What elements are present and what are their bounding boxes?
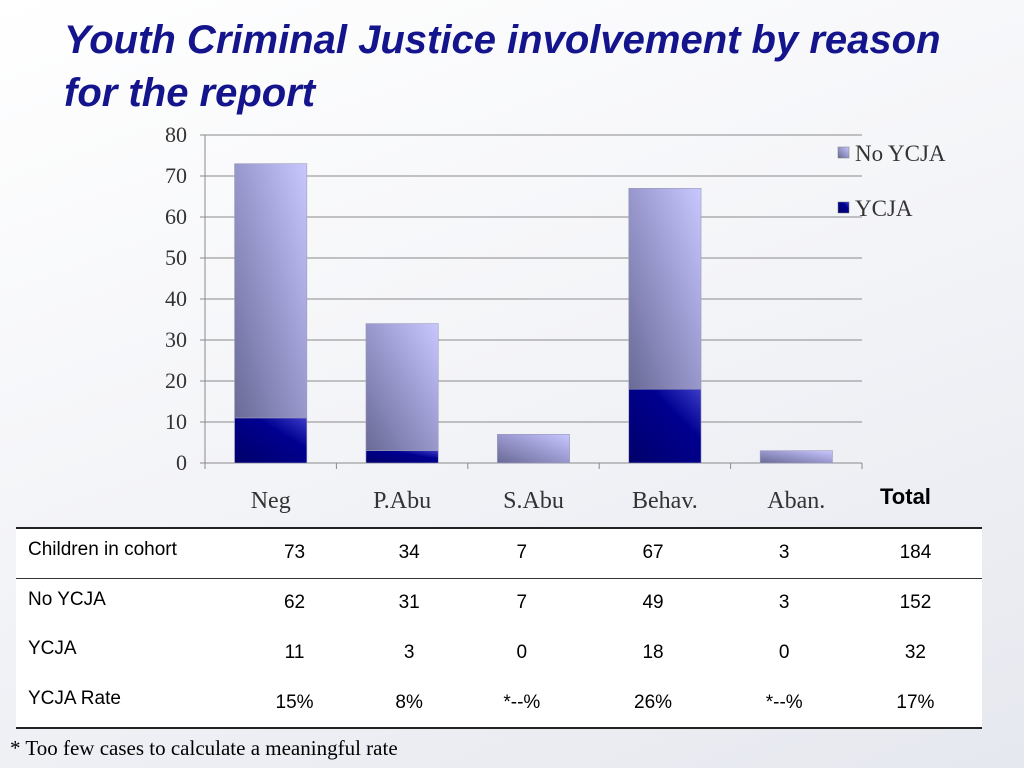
table-cell: 18 <box>642 642 664 663</box>
table-cell: 184 <box>848 527 982 578</box>
table-cell: 73 <box>228 527 362 578</box>
bar-no-ycja <box>234 163 308 419</box>
table-cell: 0 <box>778 642 790 663</box>
table-cell: 67 <box>586 527 720 578</box>
table-cell: 7 <box>457 577 587 628</box>
table-cell: 3 <box>719 577 849 628</box>
x-category-label: Aban. <box>767 488 825 514</box>
bar-ycja <box>628 388 702 464</box>
footnote: * Too few cases to calculate a meaningfu… <box>10 736 398 760</box>
slide-title: Youth Criminal Justice involvement by re… <box>64 18 941 115</box>
table-row: No YCJA 62 31 7 49 3 152 <box>16 577 982 628</box>
table-cell: 34 <box>361 527 458 578</box>
table-cell: 0 <box>516 642 528 663</box>
bar-no-ycja <box>497 433 570 464</box>
table-cell: 8% <box>361 678 458 729</box>
legend-label: YCJA <box>855 196 913 221</box>
table-cell: 152 <box>848 577 982 628</box>
table-row: YCJA 11 3 0 18 0 32 <box>16 628 982 678</box>
table-row: Children in cohort 73 34 7 67 3 184 <box>16 527 982 578</box>
table-cell: 15% <box>228 678 362 729</box>
row-label: YCJA Rate <box>16 678 228 729</box>
table-cell: 3 <box>719 527 849 578</box>
data-table: Children in cohort 73 34 7 67 3 184 No Y… <box>16 527 982 729</box>
y-tick-label: 10 <box>165 409 187 434</box>
y-tick-label: 0 <box>176 450 187 475</box>
y-tick-label: 40 <box>165 286 187 311</box>
table-cell: 11 <box>284 642 305 663</box>
y-tick-label: 50 <box>165 245 187 270</box>
bar-no-ycja <box>365 323 439 452</box>
y-tick-label: 70 <box>165 163 187 188</box>
row-label: No YCJA <box>16 577 228 628</box>
row-label: Children in cohort <box>16 527 228 578</box>
table-cell: 3 <box>403 642 415 663</box>
table-cell: *--% <box>457 678 587 729</box>
legend-swatch <box>837 201 850 214</box>
table-cell: 31 <box>361 577 458 628</box>
table-cell: 49 <box>586 577 720 628</box>
y-tick-label: 30 <box>165 327 187 352</box>
x-category-label: Behav. <box>632 488 698 514</box>
table-cell: 17% <box>848 678 982 729</box>
table-cell: *--% <box>719 678 849 729</box>
x-category-label: Neg <box>251 488 291 514</box>
stacked-bar-chart: 0 10 20 30 40 50 60 70 80 Neg P.Abu S.Abu Behav. Aban… <box>165 122 946 514</box>
table-cell: 32 <box>904 642 926 663</box>
y-tick-label: 60 <box>165 204 187 229</box>
table-cell: 62 <box>228 577 362 628</box>
table-cell: 7 <box>457 527 587 578</box>
total-column-label: Total <box>880 484 931 509</box>
table-row: YCJA Rate 15% 8% *--% 26% *--% 17% <box>16 678 982 729</box>
x-category-label: P.Abu <box>373 488 431 514</box>
y-tick-label: 80 <box>165 122 187 147</box>
bar-no-ycja <box>628 188 702 390</box>
bar-ycja <box>234 417 308 464</box>
bar-ycja <box>365 450 439 464</box>
y-tick-label: 20 <box>165 368 187 393</box>
row-label: YCJA <box>28 638 77 659</box>
legend-swatch <box>837 146 850 159</box>
table-cell: 26% <box>586 678 720 729</box>
legend-label: No YCJA <box>855 141 946 166</box>
x-category-label: S.Abu <box>503 488 564 514</box>
bar-no-ycja <box>759 450 833 464</box>
